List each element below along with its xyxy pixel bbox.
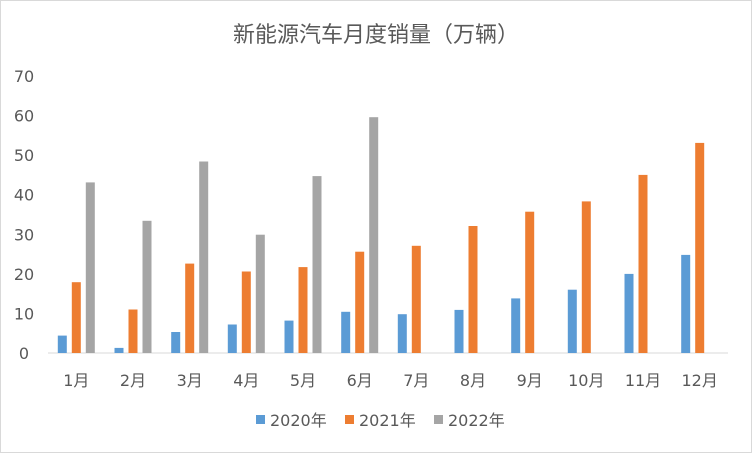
legend-label: 2020年 [270, 411, 327, 430]
bar-2022年-1月 [85, 182, 95, 353]
bar-2020年-7月 [397, 314, 407, 353]
legend-label: 2022年 [448, 411, 505, 430]
bar-2021年-6月 [355, 251, 365, 353]
bar-2020年-9月 [511, 298, 521, 353]
bar-2021年-9月 [525, 211, 535, 353]
bar-2021年-7月 [411, 245, 421, 353]
bar-2020年-12月 [681, 254, 691, 353]
x-tick-label: 8月 [460, 371, 486, 390]
bar-2021年-3月 [185, 263, 195, 353]
bar-2020年-10月 [567, 289, 577, 353]
bar-2022年-5月 [312, 176, 322, 353]
bar-2020年-8月 [454, 309, 464, 353]
y-tick-label: 30 [14, 225, 34, 244]
x-axis-labels: 1月 2月 3月 4月 5月 6月 7月 8月 9月 10月 11月 12月 [63, 371, 718, 390]
y-tick-label: 0 [19, 344, 29, 363]
y-tick-label: 60 [14, 107, 34, 126]
bar-2021年-8月 [468, 226, 478, 353]
bar-2022年-3月 [199, 161, 209, 353]
x-tick-label: 9月 [517, 371, 543, 390]
bar-2022年-4月 [255, 234, 265, 353]
legend-swatch [434, 415, 443, 424]
x-tick-label: 5月 [290, 371, 316, 390]
y-axis-labels: 0 10 20 30 40 50 60 70 [14, 67, 34, 363]
bar-2021年-1月 [71, 282, 81, 353]
bar-2020年-11月 [624, 273, 634, 353]
bar-2022年-6月 [369, 117, 379, 353]
bar-2021年-11月 [638, 174, 648, 353]
y-tick-label: 40 [14, 186, 34, 205]
y-tick-label: 10 [14, 304, 34, 323]
bar-2021年-12月 [695, 142, 705, 353]
legend-label: 2021年 [359, 411, 416, 430]
legend: 2020年 2021年 2022年 [256, 411, 505, 430]
bar-2020年-1月 [57, 335, 67, 353]
x-tick-label: 1月 [63, 371, 89, 390]
x-tick-label: 11月 [625, 371, 661, 390]
bar-2020年-2月 [114, 347, 124, 353]
bar-2021年-5月 [298, 267, 308, 353]
bar-2022年-2月 [142, 220, 152, 353]
x-tick-label: 12月 [682, 371, 718, 390]
x-tick-label: 6月 [347, 371, 373, 390]
x-tick-label: 3月 [177, 371, 203, 390]
chart-title: 新能源汽车月度销量（万辆） [233, 23, 519, 48]
y-tick-label: 50 [14, 146, 34, 165]
x-tick-label: 7月 [403, 371, 429, 390]
x-tick-label: 2月 [120, 371, 146, 390]
y-tick-label: 20 [14, 265, 34, 284]
bar-2021年-10月 [581, 201, 591, 353]
y-tick-label: 70 [14, 67, 34, 86]
x-tick-label: 4月 [233, 371, 259, 390]
bar-2020年-5月 [284, 320, 294, 353]
bar-2020年-6月 [341, 311, 351, 353]
legend-swatch [345, 415, 354, 424]
x-tick-label: 10月 [568, 371, 604, 390]
bar-2021年-4月 [241, 271, 251, 353]
bar-2020年-3月 [171, 332, 181, 353]
bars [57, 117, 705, 353]
legend-swatch [256, 415, 265, 424]
bar-2020年-4月 [227, 324, 237, 353]
bar-2021年-2月 [128, 309, 138, 353]
